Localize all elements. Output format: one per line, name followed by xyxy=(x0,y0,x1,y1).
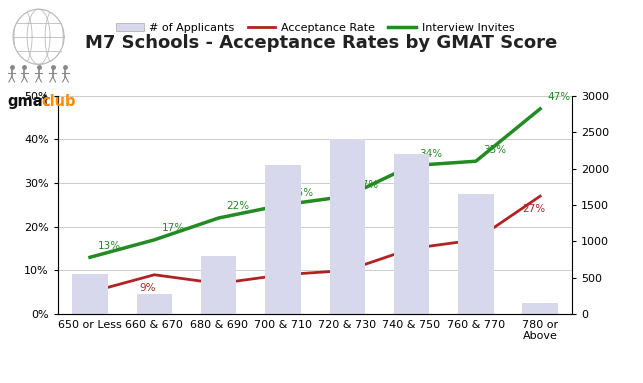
Bar xyxy=(394,154,429,314)
Text: 9%: 9% xyxy=(268,283,285,293)
Text: 7%: 7% xyxy=(204,291,221,301)
Bar xyxy=(201,256,237,314)
Text: 27%: 27% xyxy=(522,204,545,214)
Text: 35%: 35% xyxy=(484,145,507,155)
Text: 22%: 22% xyxy=(226,201,249,211)
Bar xyxy=(522,303,558,314)
Text: 5%: 5% xyxy=(75,300,92,310)
Legend: # of Applicants, Acceptance Rate, Interview Invites: # of Applicants, Acceptance Rate, Interv… xyxy=(111,18,519,37)
Text: 15%: 15% xyxy=(394,257,417,267)
Bar xyxy=(136,295,172,314)
Text: gmat: gmat xyxy=(8,94,50,109)
Text: 34%: 34% xyxy=(419,149,442,159)
Text: 25%: 25% xyxy=(291,188,314,198)
Text: 17%: 17% xyxy=(162,223,185,233)
Text: M7 Schools - Acceptance Rates by GMAT Score: M7 Schools - Acceptance Rates by GMAT Sc… xyxy=(86,34,557,52)
Bar xyxy=(458,194,494,314)
Bar xyxy=(72,274,107,314)
Bar xyxy=(329,139,365,314)
Text: club: club xyxy=(42,94,77,109)
Text: 10%: 10% xyxy=(329,278,352,288)
Text: 27%: 27% xyxy=(355,180,378,190)
Text: 17%: 17% xyxy=(458,248,481,258)
Text: 47%: 47% xyxy=(548,92,571,102)
Text: 13%: 13% xyxy=(98,241,121,251)
Text: 9%: 9% xyxy=(140,283,156,293)
Bar xyxy=(266,165,301,314)
